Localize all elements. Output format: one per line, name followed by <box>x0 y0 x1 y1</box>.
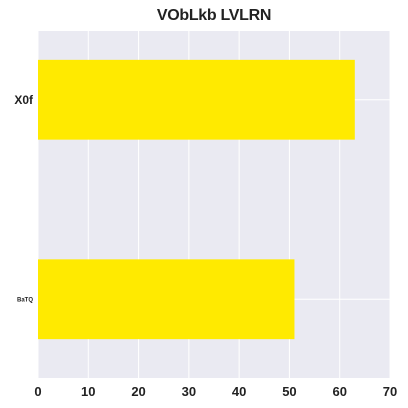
x-tick-label: 20 <box>131 384 145 399</box>
x-tick-label: 50 <box>282 384 296 399</box>
y-tick-label: X0f <box>14 93 34 107</box>
bar-x0f <box>38 59 355 140</box>
x-tick-label: 60 <box>332 384 346 399</box>
x-tick-label: 40 <box>232 384 246 399</box>
x-tick-label: 0 <box>34 384 41 399</box>
x-tick-label: 70 <box>383 384 397 399</box>
x-tick-label: 10 <box>81 384 95 399</box>
y-tick-label: BaTQ <box>17 297 33 303</box>
bar-batq <box>38 259 295 340</box>
x-tick-label: 30 <box>182 384 196 399</box>
chart-title: VObLkb LVLRN <box>156 7 272 24</box>
